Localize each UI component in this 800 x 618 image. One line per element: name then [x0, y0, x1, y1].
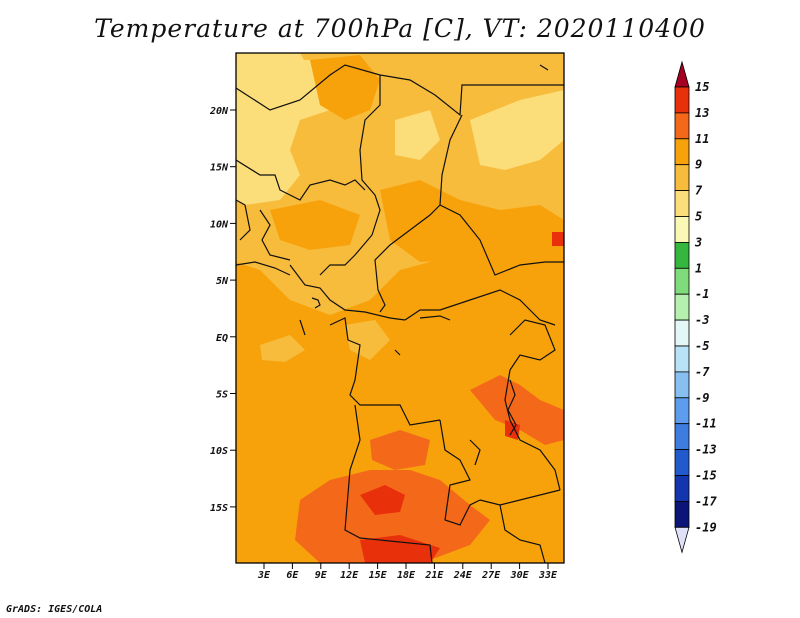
colorbar-swatch: [674, 319, 690, 347]
colorbar-label: 13: [695, 106, 709, 120]
lon-tick-label: 33E: [538, 570, 558, 581]
lat-tick-label: 15S: [210, 503, 228, 514]
colorbar-label: 15: [695, 80, 709, 94]
colorbar-label: -15: [695, 469, 717, 483]
colorbar-label: 5: [695, 210, 702, 224]
colorbar-label: -13: [695, 443, 717, 457]
lat-tick-label: 10N: [210, 219, 229, 230]
lat-tick-label: 20N: [209, 106, 229, 117]
colorbar-swatch: [674, 164, 690, 191]
field-zone-south-hot-2: [360, 535, 440, 563]
lon-tick-label: 18E: [397, 570, 416, 581]
field-zone-north-orange-2: [380, 180, 564, 270]
field-zone-north-pale: [236, 60, 345, 205]
colorbar-label: -7: [695, 365, 710, 379]
lon-tick-label: 24E: [453, 570, 473, 581]
colorbar-swatch: [674, 475, 690, 502]
lon-tick-label: 12E: [340, 570, 359, 581]
colorbar-swatch: [674, 138, 690, 166]
colorbar-swatch: [674, 267, 690, 295]
colorbar-label: 9: [695, 158, 702, 172]
field-zone-central-light-2: [345, 320, 390, 360]
colorbar: 15 13 11 9 7 5 3 1 -1 -3 -5 -7 -9 -11 -13 -15 -17 -19: [674, 60, 717, 554]
colorbar-label: -9: [695, 391, 709, 405]
colorbar-label: -11: [695, 417, 717, 431]
colorbar-swatch: [674, 112, 690, 140]
colorbar-swatch: [674, 86, 690, 114]
field-zone-edge-hot: [552, 232, 564, 246]
field-zone-central-light: [260, 335, 305, 362]
colorbar-label: -19: [695, 520, 717, 534]
colorbar-swatch: [674, 190, 690, 217]
colorbar-label: -5: [695, 339, 709, 353]
map-title: Temperature at 700hPa [C], VT: 202011040…: [94, 14, 706, 43]
field-zone-south-hot: [360, 485, 405, 515]
lon-tick-label: 27E: [481, 570, 501, 581]
latitude-axis: 20N 15N 10N 5N EQ 5S 10S 15S: [209, 106, 236, 514]
colorbar-swatch: [674, 216, 690, 243]
lon-tick-label: 30E: [510, 570, 530, 581]
field-zone-north-orange: [310, 55, 380, 120]
colorbar-swatch: [674, 371, 690, 399]
lat-tick-label: 10S: [210, 446, 228, 457]
colorbar-label: 7: [695, 184, 703, 198]
colorbar-label: 11: [695, 132, 709, 146]
colorbar-label: -17: [695, 494, 717, 508]
colorbar-label: 1: [695, 261, 702, 275]
country-borders: [236, 64, 564, 563]
field-zone-central-warm: [370, 430, 430, 470]
lon-tick-label: 6E: [286, 570, 299, 581]
field-zone-north-pale-3: [395, 110, 440, 160]
colorbar-bottom-arrow: [674, 526, 690, 554]
colorbar-swatch: [674, 449, 690, 476]
colorbar-swatch: [674, 345, 690, 373]
longitude-axis: 3E 6E 9E 12E 15E 18E 21E 24E 27E 30E 33E: [257, 563, 558, 581]
colorbar-swatch: [674, 423, 690, 451]
colorbar-label: -1: [695, 287, 709, 301]
lon-tick-label: 9E: [315, 570, 328, 581]
lon-tick-label: 21E: [424, 570, 444, 581]
grads-credit: GrADS: IGES/COLA: [6, 604, 103, 615]
lat-tick-label: 15N: [210, 163, 229, 174]
field-zone-north-orange-3: [270, 200, 360, 250]
lat-tick-label: 5S: [216, 390, 228, 401]
colorbar-label: 3: [694, 235, 702, 249]
field-zone-east-warm: [470, 375, 564, 445]
colorbar-swatch: [674, 397, 690, 425]
map-frame: [235, 52, 565, 564]
colorbar-swatch: [674, 500, 690, 528]
lon-tick-label: 3E: [257, 570, 271, 581]
colorbar-top-arrow: [674, 60, 690, 88]
colorbar-swatch: [674, 293, 690, 321]
field-zone-south-warm: [295, 470, 490, 563]
field-zone-north-pale-4: [236, 53, 310, 78]
colorbar-label: -3: [695, 313, 709, 327]
temperature-field: [236, 53, 564, 563]
field-zone-north-pale-2: [470, 90, 564, 170]
lat-tick-label: EQ: [216, 333, 228, 344]
lon-tick-label: 15E: [369, 570, 388, 581]
colorbar-swatch: [674, 241, 690, 269]
lat-tick-label: 5N: [216, 276, 229, 287]
